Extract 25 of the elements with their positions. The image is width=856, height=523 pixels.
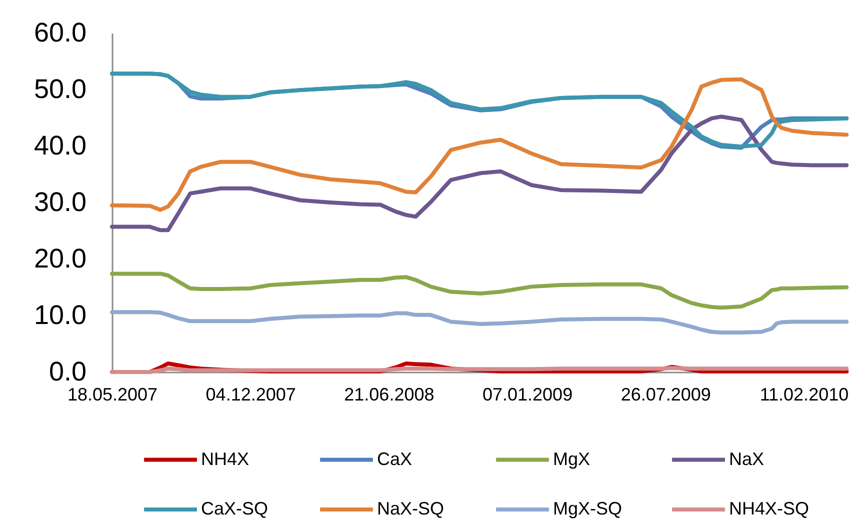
y-tick-label: 0.0 bbox=[48, 356, 86, 386]
y-tick-label: 60.0 bbox=[34, 18, 86, 48]
y-tick-label: 30.0 bbox=[34, 187, 86, 217]
x-tick-label: 04.12.2007 bbox=[206, 384, 296, 404]
legend-label: MgX bbox=[553, 448, 590, 469]
legend-label: NH4X-SQ bbox=[729, 498, 810, 518]
legend-label: NH4X bbox=[201, 448, 250, 469]
x-tick-label: 18.05.2007 bbox=[67, 384, 158, 404]
y-tick-label: 50.0 bbox=[34, 74, 86, 104]
x-tick-label: 21.06.2008 bbox=[344, 384, 434, 404]
legend-label: NaX bbox=[729, 448, 764, 469]
x-tick-label: 11.02.2010 bbox=[760, 384, 849, 404]
y-tick-label: 40.0 bbox=[34, 130, 86, 160]
y-tick-label: 20.0 bbox=[34, 244, 86, 274]
line-series bbox=[110, 114, 849, 232]
y-tick-label: 10.0 bbox=[34, 300, 86, 330]
x-tick-label: 26.07.2009 bbox=[620, 384, 711, 404]
line-series bbox=[110, 310, 849, 334]
legend-label: CaX-SQ bbox=[201, 498, 268, 518]
legend-label: MgX-SQ bbox=[553, 498, 622, 518]
line-series bbox=[110, 272, 849, 310]
legend-label: NaX-SQ bbox=[377, 498, 444, 518]
line-series bbox=[110, 77, 849, 212]
x-tick-label: 07.01.2009 bbox=[482, 384, 573, 404]
legend-label: CaX bbox=[377, 448, 412, 469]
